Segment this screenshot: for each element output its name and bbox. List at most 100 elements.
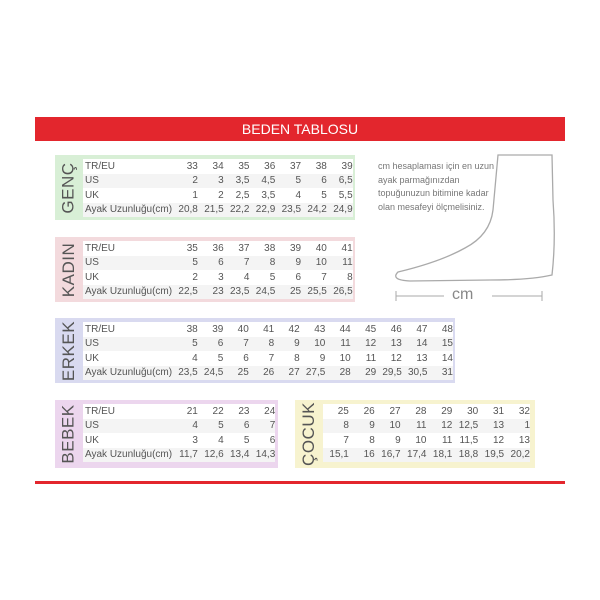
row-label: US [83, 173, 173, 188]
size-cell: 44 [339, 323, 351, 335]
row-label: UK [85, 271, 99, 283]
row-label: UK [85, 189, 99, 201]
page-title: BEDEN TABLOSU [241, 121, 359, 137]
size-cell: 40 [315, 242, 327, 254]
size-cell: 11,5 [459, 434, 479, 446]
size-cell: 31 [427, 365, 453, 380]
size-cell: 26 [363, 405, 375, 417]
size-cell: 7 [249, 418, 276, 433]
size-cell: 9 [395, 434, 401, 446]
table-row: US 5 6 7 8 9 10 11 12 13 14 15 [83, 336, 453, 351]
size-cell: 3,5 [261, 189, 276, 201]
size-cell: 13,4 [223, 447, 250, 462]
size-cell: 6 [301, 173, 327, 188]
size-cell: 22,5 [172, 284, 198, 299]
size-cell: 8 [294, 352, 300, 364]
size-cell: 9 [348, 418, 375, 433]
size-cell: 48 [441, 323, 453, 335]
size-cell: 41 [341, 242, 353, 254]
size-cell: 41 [263, 323, 275, 335]
size-cell: 19,5 [478, 447, 505, 462]
size-cell: 7 [223, 255, 250, 270]
size-cell: 10 [301, 255, 327, 270]
foot-icon [395, 154, 555, 301]
table-row: US 5 6 7 8 9 10 11 [83, 255, 353, 270]
size-cell: 40 [237, 323, 249, 335]
size-cell: 7 [223, 336, 249, 351]
size-table: TR/EU 33 34 35 36 37 38 39 US 2 3 3,5 4,5 5 6 6,5 UK 1 2 2,… [83, 159, 353, 217]
size-cell: 34 [212, 160, 224, 172]
size-cell: 28 [415, 405, 427, 417]
size-cell: 39 [212, 323, 224, 335]
table-row: Ayak Uzunluğu(cm) 20,8 21,5 22,2 22,9 23,5 24,… [83, 202, 353, 217]
row-label: TR/EU [85, 323, 115, 335]
table-row: 7 8 9 10 11 11,5 12 13 [323, 433, 530, 448]
table-row: TR/EU 38 39 40 41 42 43 44 45 46 47 48 [83, 322, 453, 337]
table-row: TR/EU 21 22 23 24 [83, 404, 275, 419]
size-cell: 26,5 [326, 284, 353, 299]
size-cell: 13 [376, 336, 402, 351]
size-cell: 22,9 [249, 202, 276, 217]
bottom-divider [35, 481, 565, 484]
size-cell: 4 [192, 352, 198, 364]
size-cell: 15,1 [323, 447, 349, 462]
size-cell: 24,9 [326, 202, 353, 217]
table-genc: GENÇ TR/EU 33 34 35 36 37 38 39 US 2 3 3,5 4,5 5 6 6,5 UK… [55, 155, 355, 220]
size-cell: 5 [197, 418, 224, 433]
size-cell: 36 [264, 160, 276, 172]
row-label: Ayak Uzunluğu(cm) [83, 365, 173, 380]
size-cell: 37 [289, 160, 302, 172]
size-cell: 8 [248, 336, 275, 351]
size-cell: 6 [223, 418, 250, 433]
size-cell: 13 [518, 434, 530, 446]
size-cell: 29 [441, 405, 453, 417]
table-row: 8 9 10 11 12 12,5 13 1 [323, 418, 530, 433]
table-row: Ayak Uzunluğu(cm) 23,5 24,5 25 26 27 27,5 28 29 2… [83, 365, 453, 380]
size-cell: 5 [275, 173, 302, 188]
size-cell: 26 [248, 365, 275, 380]
table-title: ÇOCUK [297, 402, 321, 466]
size-cell: 20,8 [172, 202, 198, 217]
size-cell: 7 [343, 434, 349, 446]
size-table: 25 26 27 28 29 30 31 32 8 9 10 11 12 12,5 13 1 7 8 9 10 11 11… [323, 404, 530, 462]
size-cell: 23,5 [275, 202, 302, 217]
row-label: UK [85, 434, 99, 446]
size-cell: 5,5 [338, 189, 353, 201]
size-cell: 47 [416, 323, 428, 335]
size-cell: 24,5 [197, 365, 224, 380]
row-label: US [83, 418, 173, 433]
table-title-text: GENÇ [59, 161, 78, 214]
size-cell: 3,5 [223, 173, 250, 188]
size-cell: 9 [319, 352, 326, 364]
size-cell: 29,5 [376, 365, 402, 380]
size-cell: 30,5 [401, 365, 428, 380]
row-label: US [83, 255, 173, 270]
table-cocuk: ÇOCUK 25 26 27 28 29 30 31 32 8 9 10 11 12 12,5 13 1 7 8 9 1… [295, 400, 535, 468]
size-cell: 5 [321, 189, 327, 201]
size-cell: 4 [218, 434, 224, 446]
size-cell: 6 [243, 352, 249, 364]
size-cell: 21,5 [197, 202, 224, 217]
table-erkek: ERKEK TR/EU 38 39 40 41 42 43 44 45 46 47 48 US 5 6 7 8 9 1… [55, 318, 455, 383]
row-label: TR/EU [85, 242, 115, 254]
size-cell: 12 [426, 418, 453, 433]
size-cell: 1 [192, 189, 198, 201]
size-cell: 10 [415, 434, 427, 446]
row-label: TR/EU [85, 160, 115, 172]
size-cell: 7 [268, 352, 275, 364]
size-cell: 25 [337, 405, 349, 417]
size-cell: 43 [314, 323, 326, 335]
table-title: KADIN [57, 239, 81, 300]
size-cell: 22 [212, 405, 224, 417]
size-cell: 38 [186, 323, 198, 335]
size-cell: 25 [275, 284, 302, 299]
size-cell: 30 [467, 405, 479, 417]
size-cell: 6 [197, 255, 224, 270]
table-row: 15,1 16 16,7 17,4 18,1 18,8 19,5 20,2 [323, 447, 530, 462]
size-cell: 11 [365, 352, 377, 364]
size-cell: 12,5 [452, 418, 479, 433]
size-cell: 10 [339, 352, 351, 364]
size-cell: 23 [197, 284, 224, 299]
size-cell: 33 [186, 160, 198, 172]
table-row: UK 4 5 6 7 8 9 10 11 12 13 14 [83, 351, 453, 366]
